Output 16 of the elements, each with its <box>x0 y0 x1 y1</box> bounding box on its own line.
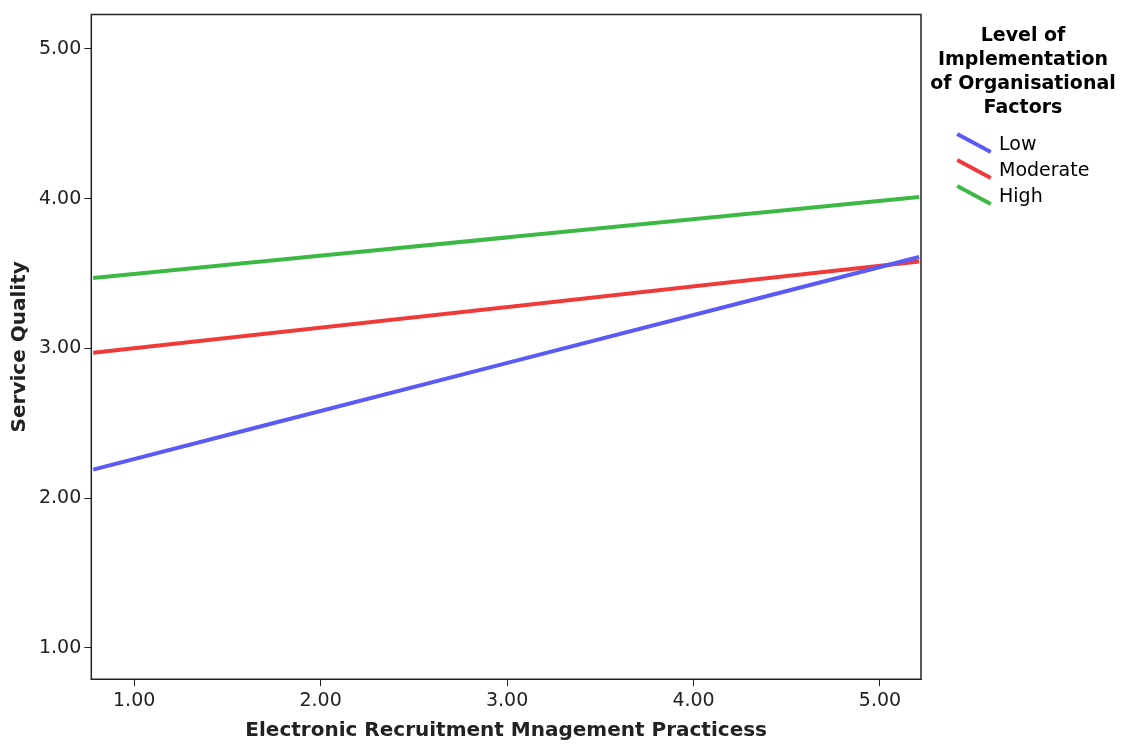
legend-title: Level of Implementation of Organisational Factors <box>929 22 1117 118</box>
x-tick-label: 1.00 <box>113 687 156 710</box>
legend-label: High <box>999 184 1043 206</box>
legend-label: Low <box>999 132 1037 154</box>
x-tick-label: 3.00 <box>485 687 529 710</box>
y-tick-label: 1.00 <box>38 634 82 657</box>
x-tick-label: 2.00 <box>299 687 342 710</box>
y-tick-label: 2.00 <box>38 484 82 507</box>
x-tick-label: 5.00 <box>858 687 902 710</box>
y-tick-label: 3.00 <box>38 335 82 358</box>
y-axis-title: Service Quality <box>6 261 31 433</box>
y-tick-label: 5.00 <box>38 35 82 58</box>
x-tick-label: 4.00 <box>672 687 715 710</box>
legend-label: Moderate <box>999 158 1090 180</box>
x-axis-title: Electronic Recruitment Mnagement Practicess <box>245 717 768 742</box>
y-tick-label: 4.00 <box>38 185 82 208</box>
